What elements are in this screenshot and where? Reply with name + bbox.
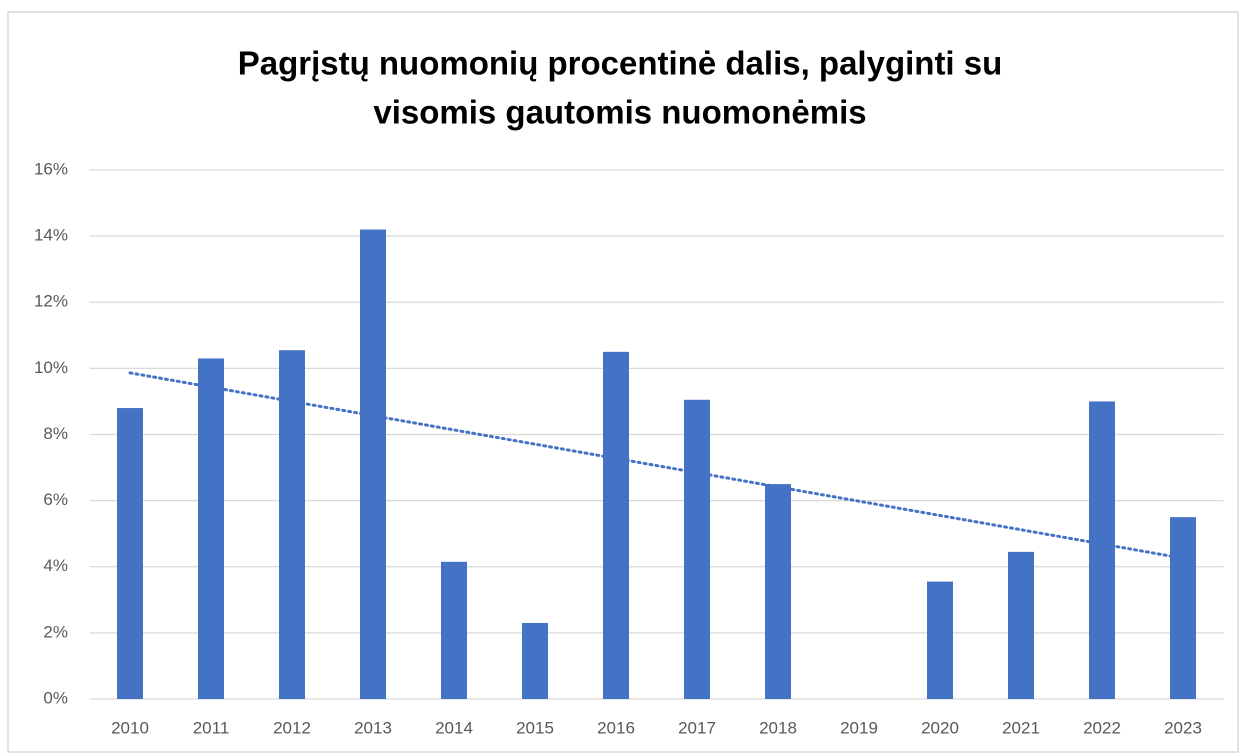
trendline xyxy=(128,371,1185,560)
x-tick-label: 2010 xyxy=(111,718,149,737)
x-tick-label: 2018 xyxy=(759,718,797,737)
bar xyxy=(603,351,629,699)
bar xyxy=(765,484,791,699)
bar xyxy=(1008,551,1034,699)
x-tick-label: 2021 xyxy=(1002,718,1040,737)
x-tick-label: 2019 xyxy=(840,718,878,737)
x-tick-label: 2016 xyxy=(597,718,635,737)
y-tick-label: 6% xyxy=(43,490,68,509)
bar xyxy=(927,581,953,699)
x-tick-label: 2012 xyxy=(273,718,311,737)
bar xyxy=(279,350,305,699)
x-tick-label: 2011 xyxy=(193,718,230,737)
chart-title: visomis gautomis nuomonėmis xyxy=(373,94,866,131)
x-tick-label: 2017 xyxy=(678,718,716,737)
y-tick-label: 0% xyxy=(43,688,68,707)
x-tick-label: 2022 xyxy=(1083,718,1121,737)
x-tick-label: 2015 xyxy=(516,718,554,737)
x-tick-label: 2013 xyxy=(354,718,392,737)
y-tick-label: 2% xyxy=(43,622,68,641)
x-tick-label: 2020 xyxy=(921,718,959,737)
x-tick-label: 2023 xyxy=(1164,718,1202,737)
bar xyxy=(1170,517,1196,699)
y-tick-label: 8% xyxy=(43,424,68,443)
bar xyxy=(684,399,710,699)
bar xyxy=(198,358,224,699)
chart-title: Pagrįstų nuomonių procentinė dalis, paly… xyxy=(238,45,1003,82)
bar xyxy=(441,561,467,699)
bar xyxy=(117,408,143,699)
y-tick-label: 12% xyxy=(34,292,68,311)
bar xyxy=(1089,401,1115,699)
x-tick-label: 2014 xyxy=(435,718,473,737)
bar xyxy=(522,622,548,699)
y-tick-label: 4% xyxy=(43,556,68,575)
bar xyxy=(360,229,386,699)
y-tick-label: 10% xyxy=(34,358,68,377)
y-tick-label: 16% xyxy=(34,159,68,178)
y-tick-label: 14% xyxy=(34,226,68,245)
